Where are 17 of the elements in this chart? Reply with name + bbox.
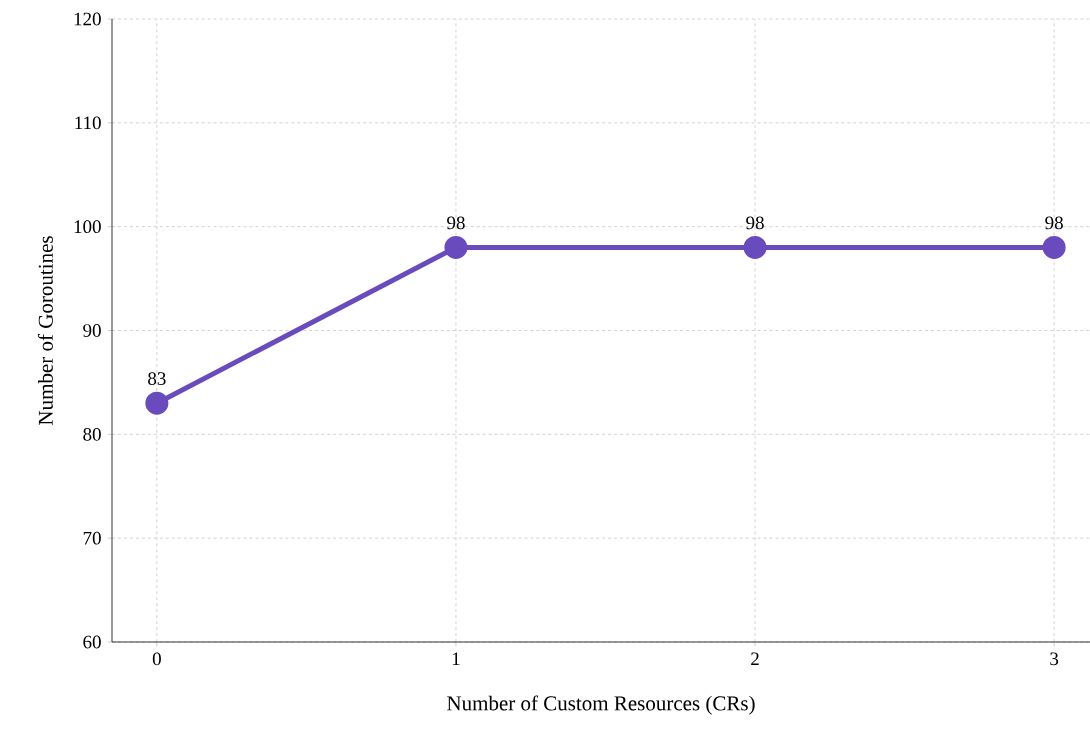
y-tick-label: 120 [74,12,101,26]
x-tick-label: 1 [452,652,460,665]
data-label: 98 [447,216,465,230]
y-tick-label: 90 [83,324,101,337]
data-label: 98 [746,216,764,230]
x-tick-label: 2 [751,652,759,666]
data-label: 98 [1045,216,1063,230]
y-tick-label: 110 [75,116,101,130]
x-tick-label: 3 [1050,652,1059,666]
y-tick-label: 60 [83,635,101,649]
y-axis-title: Number of Goroutines [37,236,53,425]
y-tick-label: 100 [74,220,101,234]
x-tick-label: 0 [152,652,161,666]
x-axis-title: Number of Custom Resources (CRs) [447,695,755,715]
y-tick-label: 80 [83,427,101,441]
data-label: 83 [148,372,166,385]
y-tick-label: 70 [83,531,101,545]
